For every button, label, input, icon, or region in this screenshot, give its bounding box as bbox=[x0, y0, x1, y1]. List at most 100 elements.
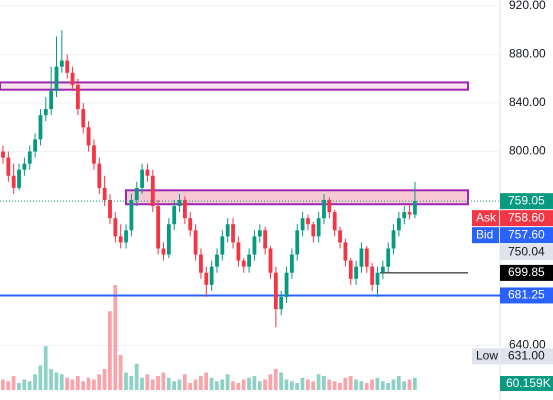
volume-bar bbox=[65, 377, 69, 390]
candle-body bbox=[290, 254, 294, 273]
candle-body bbox=[316, 218, 321, 237]
volume-bar bbox=[402, 381, 407, 390]
candle-body bbox=[257, 230, 262, 237]
volume-bar bbox=[118, 355, 123, 390]
candle-body bbox=[263, 230, 268, 249]
candle-body bbox=[113, 218, 118, 237]
candle-body bbox=[338, 230, 342, 243]
candle-body bbox=[386, 248, 391, 267]
candle-body bbox=[183, 200, 187, 219]
candle-body bbox=[27, 151, 32, 164]
price-label: 631.00 bbox=[508, 349, 545, 363]
volume-bar bbox=[33, 374, 37, 390]
candle-body bbox=[241, 260, 246, 267]
y-tick-label: 800.00 bbox=[509, 144, 546, 158]
zone bbox=[125, 189, 469, 206]
candle-body bbox=[70, 72, 75, 85]
volume-bar bbox=[322, 376, 326, 390]
volume-bar bbox=[412, 377, 417, 390]
volume-bar bbox=[380, 381, 385, 390]
candle-body bbox=[1, 151, 5, 158]
price-label: 750.04 bbox=[508, 244, 545, 258]
volume-bar bbox=[129, 376, 134, 390]
candle-body bbox=[43, 109, 48, 116]
price-label: 699.85 bbox=[508, 265, 545, 279]
volume-bar bbox=[348, 376, 353, 390]
volume-bar bbox=[27, 381, 32, 390]
candle-body bbox=[402, 212, 407, 219]
candle-body bbox=[22, 163, 27, 170]
candle-body bbox=[311, 224, 316, 237]
zone bbox=[0, 81, 469, 91]
candle-body bbox=[375, 272, 380, 285]
candle-body bbox=[380, 266, 385, 273]
candle-body bbox=[322, 200, 326, 219]
volume-bar bbox=[332, 381, 337, 390]
volume-bar bbox=[59, 374, 64, 390]
volume-bar bbox=[386, 383, 390, 390]
tag-badge bbox=[472, 348, 499, 365]
volume-bar bbox=[134, 363, 139, 390]
candle-body bbox=[413, 201, 417, 215]
candle-body bbox=[199, 254, 203, 273]
candle-body bbox=[97, 163, 102, 188]
volume-bar bbox=[225, 374, 230, 390]
volume-bar bbox=[354, 379, 358, 390]
candle-body bbox=[102, 187, 107, 200]
volume-bar bbox=[43, 346, 48, 390]
candle-body bbox=[300, 218, 305, 231]
price-label: 759.05 bbox=[508, 193, 545, 207]
candle-body bbox=[49, 90, 54, 110]
y-tick-label: 840.00 bbox=[509, 95, 546, 109]
volume-bar bbox=[316, 374, 321, 390]
volume-bar bbox=[108, 311, 112, 390]
price-badge bbox=[500, 348, 553, 365]
volume-badge bbox=[500, 376, 553, 391]
volume-bar bbox=[17, 383, 21, 390]
candle-body bbox=[33, 139, 37, 152]
price-label: 681.25 bbox=[508, 288, 545, 302]
volume-bar bbox=[338, 383, 342, 390]
volume-bar bbox=[54, 372, 59, 390]
candle-body bbox=[92, 145, 96, 164]
volume-bar bbox=[86, 377, 91, 390]
candle-body bbox=[236, 242, 241, 261]
candle-body bbox=[150, 175, 155, 207]
candle-body bbox=[407, 212, 412, 215]
volume-bar bbox=[289, 381, 294, 390]
candle-body bbox=[134, 187, 139, 200]
tag-label: Low bbox=[476, 349, 498, 363]
volume-bar bbox=[268, 374, 273, 390]
volume-bar bbox=[407, 379, 412, 390]
candle-body bbox=[279, 296, 284, 310]
volume-bar bbox=[396, 376, 401, 390]
volume-bar bbox=[102, 369, 107, 390]
volume-bar bbox=[359, 381, 364, 390]
volume-bar bbox=[279, 372, 283, 390]
volume-bar bbox=[231, 381, 235, 390]
candle-body bbox=[327, 200, 332, 213]
tag-label: Ask bbox=[476, 210, 497, 224]
volume-bar bbox=[247, 377, 251, 390]
candle-body bbox=[247, 254, 251, 267]
candle-body bbox=[193, 230, 198, 255]
volume-bar bbox=[81, 381, 86, 390]
candle-body bbox=[156, 206, 161, 249]
volume-bar bbox=[140, 377, 144, 390]
volume-bar bbox=[1, 379, 5, 390]
candle-body bbox=[306, 218, 310, 225]
candle-body bbox=[364, 248, 369, 267]
volume-bar bbox=[215, 381, 219, 390]
candle-body bbox=[59, 60, 64, 67]
volume-bar bbox=[343, 377, 348, 390]
volume-bar bbox=[375, 377, 380, 390]
candle-body bbox=[54, 66, 59, 91]
volume-label: 60.159K bbox=[506, 376, 551, 390]
volume-bar bbox=[257, 381, 262, 390]
volume-bar bbox=[166, 377, 171, 390]
candle-body bbox=[268, 248, 273, 273]
candle-body bbox=[397, 218, 401, 231]
volume-bar bbox=[193, 379, 198, 390]
volume-bar bbox=[300, 377, 305, 390]
price-badge bbox=[500, 264, 553, 281]
